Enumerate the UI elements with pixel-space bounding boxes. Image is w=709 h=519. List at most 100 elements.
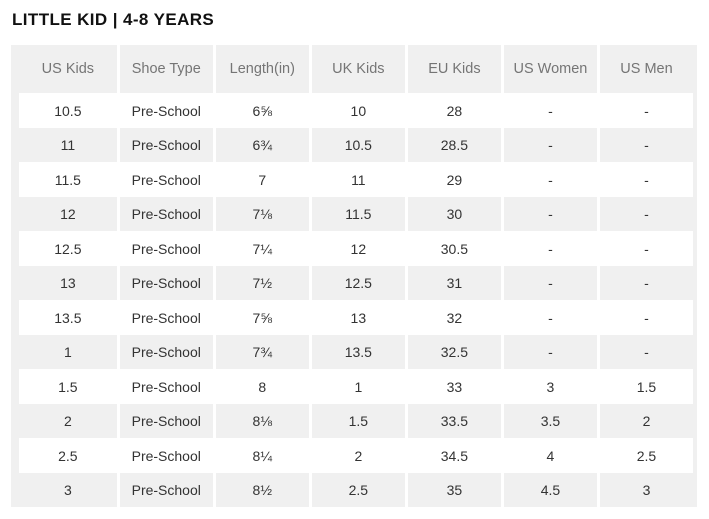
table-cell: 11.5 — [19, 162, 117, 197]
column-header: US Men — [596, 45, 693, 94]
header-row: US Kids Shoe Type Length(in) UK Kids EU Kids… — [19, 45, 693, 94]
column-header: EU Kids — [404, 45, 501, 94]
table-cell: 10 — [308, 93, 405, 128]
table-row: 11 Pre-School 6¾ 10.5 28.5- - — [19, 127, 693, 163]
table-cell: 8½ — [212, 472, 309, 508]
table-cell: 3 — [19, 472, 117, 508]
table-cell: Pre-School — [116, 231, 213, 266]
table-cell: 3 — [500, 369, 597, 404]
table-cell: 8¼ — [212, 438, 309, 473]
table-cell: 7⅝ — [212, 300, 309, 335]
table-cell: 1.5 — [596, 369, 693, 404]
table-cell: 2.5 — [19, 438, 117, 473]
column-header: US Women — [500, 45, 597, 94]
column-header: Length(in) — [212, 45, 309, 94]
table-cell: 30 — [404, 196, 501, 232]
table-cell: 8⅛ — [212, 403, 309, 439]
table-cell: - — [500, 127, 597, 163]
table-cell: 30.5 — [404, 231, 501, 266]
table-cell: 13 — [308, 300, 405, 335]
table-cell: 33 — [404, 369, 501, 404]
table-cell: 2 — [19, 403, 117, 439]
table-cell: 12.5 — [19, 231, 117, 266]
table-row: 13 Pre-School 7½ 12.5 31- - — [19, 265, 693, 301]
table-cell: - — [596, 231, 693, 266]
size-chart-title: LITTLE KID | 4-8 YEARS — [12, 10, 215, 29]
column-header: UK Kids — [308, 45, 405, 94]
table-cell: Pre-School — [116, 403, 213, 439]
table-cell: 10.5 — [19, 93, 117, 128]
table-row: 2.5 Pre-School 8¼ 2 34.5 4 2.5 — [19, 438, 693, 473]
table-row: 2 Pre-School 8⅛ 1.5 33.5 3.5 2 — [19, 403, 693, 439]
table-cell: - — [596, 93, 693, 128]
table-cell: 2.5 — [596, 438, 693, 473]
table-cell: - — [500, 334, 597, 370]
table-cell: 29 — [404, 162, 501, 197]
table-cell: 12.5 — [308, 265, 405, 301]
table-cell: - — [500, 300, 597, 335]
table-cell: 1.5 — [19, 369, 117, 404]
table-cell: 11 — [19, 127, 117, 163]
table-body: 10.5 Pre-School 6⅝ 10 28- -11 Pre-School 6¾ 10.5… — [19, 93, 693, 508]
table-cell: 31 — [404, 265, 501, 301]
table-cell: 8 — [212, 369, 309, 404]
table-cell: 34.5 — [404, 438, 501, 473]
table-cell: 11.5 — [308, 196, 405, 232]
table-cell: Pre-School — [116, 127, 213, 163]
table-cell: 3 — [596, 472, 693, 508]
table-cell: 28.5 — [404, 127, 501, 163]
table-cell: - — [596, 334, 693, 370]
table-row: 13.5 Pre-School 7⅝ 13 32- - — [19, 300, 693, 335]
table-cell: Pre-School — [116, 162, 213, 197]
table-cell: 13 — [19, 265, 117, 301]
table-row: 12.5 Pre-School 7¼ 12 30.5- - — [19, 231, 693, 266]
table-cell: - — [500, 162, 597, 197]
table-cell: 10.5 — [308, 127, 405, 163]
table-row: 12 Pre-School 7⅛ 11.5 30- - — [19, 196, 693, 232]
table-cell: 6⅝ — [212, 93, 309, 128]
table-cell: 1 — [308, 369, 405, 404]
table-cell: - — [596, 127, 693, 163]
table-row: 11.5 Pre-School 7 11 29- - — [19, 162, 693, 197]
table-row: 1.5 Pre-School 8 1 33 3 1.5 — [19, 369, 693, 404]
table-cell: - — [596, 265, 693, 301]
table-cell: 4.5 — [500, 472, 597, 508]
table-cell: 13.5 — [308, 334, 405, 370]
table-cell: 32.5 — [404, 334, 501, 370]
table-cell: 1 — [19, 334, 117, 370]
table-cell: 3.5 — [500, 403, 597, 439]
table-cell: Pre-School — [116, 369, 213, 404]
table-row: 1 Pre-School 7¾ 13.5 32.5- - — [19, 334, 693, 370]
table-cell: 6¾ — [212, 127, 309, 163]
table-cell: 13.5 — [19, 300, 117, 335]
table-cell: Pre-School — [116, 265, 213, 301]
table-cell: 7⅛ — [212, 196, 309, 232]
size-chart-table-wrapper: US Kids Shoe Type Length(in) UK Kids EU Kids… — [11, 45, 697, 508]
table-cell: - — [596, 300, 693, 335]
table-cell: 32 — [404, 300, 501, 335]
table-cell: 2 — [596, 403, 693, 439]
table-cell: 7 — [212, 162, 309, 197]
table-cell: - — [500, 265, 597, 301]
table-cell: 2 — [308, 438, 405, 473]
table-row: 10.5 Pre-School 6⅝ 10 28- - — [19, 93, 693, 128]
table-cell: 4 — [500, 438, 597, 473]
column-header: US Kids — [19, 45, 117, 94]
table-cell: 35 — [404, 472, 501, 508]
table-cell: - — [500, 231, 597, 266]
table-cell: Pre-School — [116, 93, 213, 128]
size-chart-table: US Kids Shoe Type Length(in) UK Kids EU Kids… — [19, 45, 693, 508]
table-row: 3 Pre-School 8½ 2.5 35 4.5 3 — [19, 472, 693, 508]
table-cell: 1.5 — [308, 403, 405, 439]
table-cell: Pre-School — [116, 196, 213, 232]
table-cell: - — [596, 196, 693, 232]
table-cell: 28 — [404, 93, 501, 128]
table-cell: Pre-School — [116, 334, 213, 370]
table-cell: - — [500, 196, 597, 232]
column-header: Shoe Type — [116, 45, 213, 94]
table-cell: 7½ — [212, 265, 309, 301]
table-cell: 7¾ — [212, 334, 309, 370]
table-cell: - — [500, 93, 597, 128]
table-cell: 33.5 — [404, 403, 501, 439]
